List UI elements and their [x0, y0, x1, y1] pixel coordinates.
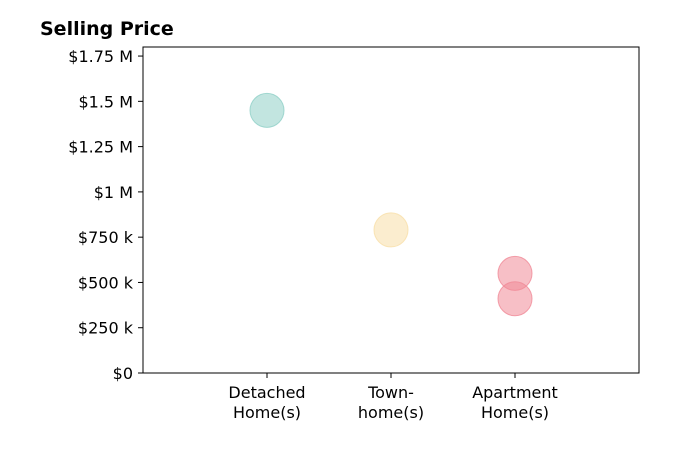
- x-tick-label: Apartment: [472, 383, 558, 402]
- x-tick-label: home(s): [358, 403, 424, 422]
- y-tick-label: $0: [113, 364, 133, 383]
- data-point: [497, 281, 533, 317]
- y-axis: $0 $250 k $500 k $750 k $1 M $1.25 M $1.5 M $1.…: [68, 47, 143, 383]
- y-tick-label: $750 k: [78, 228, 134, 247]
- x-tick-label: Town-: [367, 383, 414, 402]
- data-points: [249, 92, 533, 317]
- x-tick-label: Home(s): [481, 403, 549, 422]
- plot-area-frame: [142, 46, 640, 374]
- data-point: [249, 92, 285, 128]
- y-tick-label: $250 k: [78, 319, 134, 338]
- y-tick-label: $1.25 M: [68, 138, 133, 157]
- chart-title: Selling Price: [40, 18, 174, 40]
- y-tick-label: $500 k: [78, 273, 134, 292]
- y-tick-label: $1.5 M: [78, 92, 133, 111]
- data-point: [373, 212, 409, 248]
- x-tick-label: Detached: [228, 383, 305, 402]
- x-tick-label: Home(s): [233, 403, 301, 422]
- y-tick-label: $1 M: [94, 183, 133, 202]
- y-tick-label: $1.75 M: [68, 47, 133, 66]
- x-axis: DetachedHome(s)Town-home(s)ApartmentHome…: [228, 373, 558, 422]
